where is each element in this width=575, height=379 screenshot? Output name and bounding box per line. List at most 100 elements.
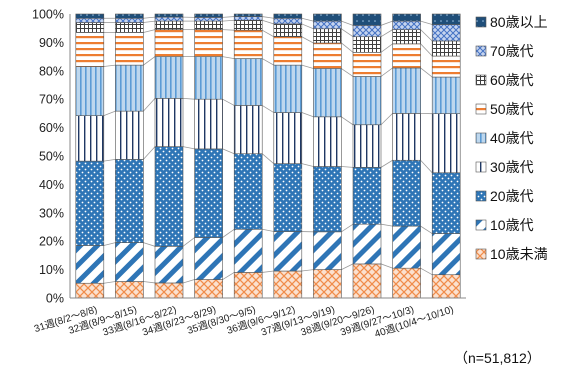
bar-segment-6-2 xyxy=(155,21,183,30)
connector-line xyxy=(143,282,155,283)
connector-line xyxy=(421,160,433,172)
connector-line xyxy=(223,20,235,21)
connector-line xyxy=(341,69,353,77)
y-tick-label: 70% xyxy=(39,93,64,107)
bar-segment-3-0 xyxy=(76,116,104,161)
bar-segment-6-5 xyxy=(274,24,302,37)
legend-label: 60歳代 xyxy=(490,72,534,88)
sample-size-note: （n=51,812） xyxy=(454,348,541,368)
bar-segment-3-8 xyxy=(393,113,421,160)
bar-segment-0-2 xyxy=(155,283,183,298)
bar-segment-3-1 xyxy=(115,111,143,159)
bar-segment-3-4 xyxy=(234,105,262,153)
connector-line xyxy=(302,270,314,271)
connector-line xyxy=(223,17,235,18)
connector-line xyxy=(381,113,393,124)
legend-label: 20歳代 xyxy=(490,188,534,204)
connector-line xyxy=(104,243,116,246)
bar-segment-5-1 xyxy=(115,32,143,65)
bar-segment-3-3 xyxy=(195,99,223,149)
connector-line xyxy=(262,20,274,24)
legend-label: 40歳代 xyxy=(490,130,534,146)
bar-segment-0-4 xyxy=(234,272,262,298)
bar-segment-2-2 xyxy=(155,147,183,247)
bar-segment-7-7 xyxy=(353,25,381,36)
bar-segment-1-9 xyxy=(432,234,460,275)
bar-segment-8-5 xyxy=(274,14,302,18)
bar-segment-2-4 xyxy=(234,154,262,230)
bar-segment-2-1 xyxy=(115,159,143,242)
connector-line xyxy=(104,282,116,284)
bar-segment-4-9 xyxy=(432,77,460,114)
connector-line xyxy=(421,30,433,41)
bar-segment-6-9 xyxy=(432,41,460,56)
y-tick-label: 50% xyxy=(39,150,64,164)
bar-segment-8-3 xyxy=(195,14,223,17)
bar-segment-8-0 xyxy=(76,14,104,18)
connector-line xyxy=(223,272,235,279)
connector-line xyxy=(341,264,353,270)
bar-segment-1-2 xyxy=(155,246,183,283)
bar-segment-3-5 xyxy=(274,113,302,164)
connector-line xyxy=(223,149,235,154)
connector-line xyxy=(262,30,274,37)
bar-segment-4-6 xyxy=(313,69,341,117)
legend-swatch xyxy=(476,162,486,172)
connector-line xyxy=(143,243,155,247)
bar-segment-5-5 xyxy=(274,37,302,65)
bar-segment-8-7 xyxy=(353,14,381,25)
y-tick-label: 40% xyxy=(39,178,64,192)
connector-line xyxy=(381,68,393,77)
bar-segment-6-8 xyxy=(393,30,421,44)
bar-segment-7-1 xyxy=(115,18,143,22)
legend-label: 10歳代 xyxy=(490,217,534,233)
bar-segment-0-9 xyxy=(432,275,460,298)
bar-segment-7-5 xyxy=(274,18,302,24)
y-tick-label: 0% xyxy=(46,292,64,306)
bar-segment-3-9 xyxy=(432,114,460,173)
legend-swatch xyxy=(476,104,486,114)
bar-segment-5-3 xyxy=(195,30,223,57)
bar-segment-4-0 xyxy=(76,67,104,116)
connector-line xyxy=(262,17,274,19)
connector-line xyxy=(143,17,155,18)
bar-segment-5-0 xyxy=(76,32,104,66)
bar-segment-2-8 xyxy=(393,160,421,226)
legend-label: 50歳代 xyxy=(490,101,534,117)
connector-line xyxy=(341,29,353,37)
bar-segment-0-5 xyxy=(274,271,302,298)
connector-line xyxy=(183,280,195,283)
bar-segment-2-0 xyxy=(76,161,104,245)
bar-segment-0-1 xyxy=(115,282,143,298)
bar-segment-1-7 xyxy=(353,224,381,264)
legend-swatch xyxy=(476,220,486,230)
legend-swatch xyxy=(476,46,486,56)
bar-segment-7-0 xyxy=(76,18,104,22)
connector-lines xyxy=(104,17,432,284)
bar-segment-4-3 xyxy=(195,57,223,100)
connector-line xyxy=(341,21,353,25)
bars xyxy=(76,14,460,298)
bar-segment-1-4 xyxy=(234,229,262,272)
bar-segment-6-1 xyxy=(115,23,143,33)
bar-segment-1-0 xyxy=(76,245,104,283)
bar-segment-8-2 xyxy=(155,14,183,17)
connector-line xyxy=(421,44,433,56)
connector-line xyxy=(183,98,195,99)
connector-line xyxy=(104,111,116,116)
connector-line xyxy=(104,159,116,161)
connector-line xyxy=(262,229,274,231)
y-tick-label: 10% xyxy=(39,263,64,277)
legend-label: 30歳代 xyxy=(490,159,534,175)
bar-segment-0-7 xyxy=(353,264,381,298)
bar-segment-8-4 xyxy=(234,14,262,17)
connector-line xyxy=(381,264,393,268)
bar-segment-8-9 xyxy=(432,14,460,25)
connector-line xyxy=(143,57,155,66)
bar-segment-5-6 xyxy=(313,43,341,69)
bar-segment-6-3 xyxy=(195,21,223,30)
bar-segment-2-5 xyxy=(274,164,302,232)
bar-segment-7-6 xyxy=(313,21,341,29)
connector-line xyxy=(104,65,116,66)
